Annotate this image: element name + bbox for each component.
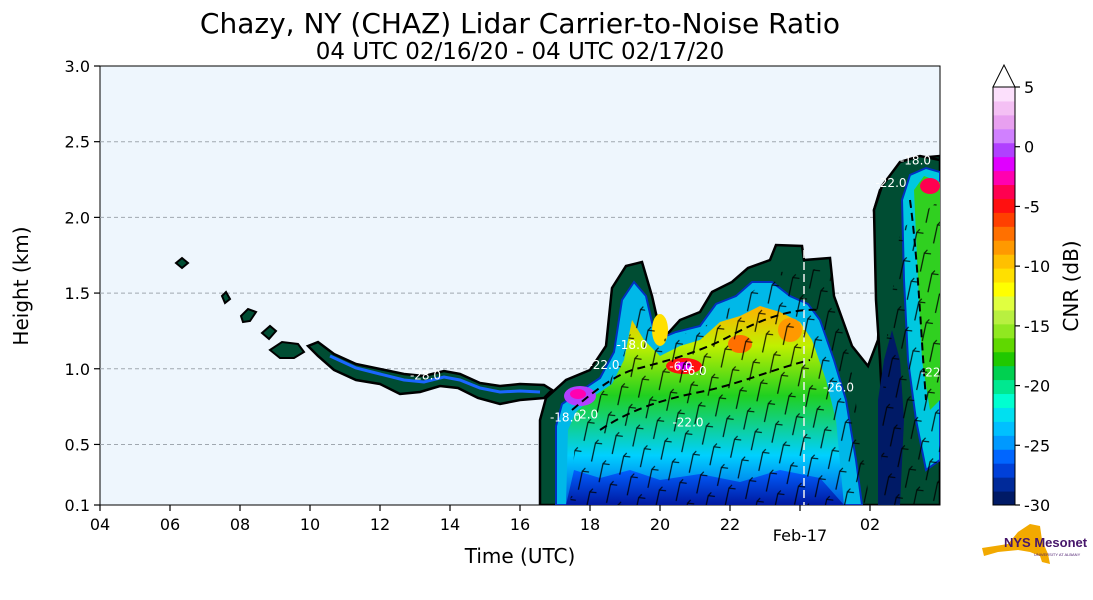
colorbar-tick-label: -15 <box>1024 317 1050 336</box>
aerosol-layer-core <box>329 354 541 394</box>
colorbar-segment <box>993 323 1015 339</box>
x-tick-label: 16 <box>510 515 530 534</box>
colorbar-tick-label: 5 <box>1024 78 1034 97</box>
x-tick-label: 02 <box>860 515 880 534</box>
colorbar-segment <box>993 282 1015 297</box>
colorbar-segment <box>993 379 1015 395</box>
y-tick-label: 3.0 <box>65 57 90 76</box>
colorbar-segment <box>993 87 1015 102</box>
colorbar-segment <box>993 393 1015 408</box>
x-tick-label: 12 <box>370 515 390 534</box>
colorbar-segment <box>993 240 1015 255</box>
chart-subtitle: 04 UTC 02/16/20 - 04 UTC 02/17/20 <box>316 39 725 65</box>
wind-barbs <box>570 268 870 505</box>
echo-blob <box>174 256 190 270</box>
colorbar-tick-label: -10 <box>1024 257 1050 276</box>
colorbar-segment <box>993 254 1015 269</box>
contour-label: -18.0 <box>616 338 647 352</box>
contour-label: -2.0 <box>575 408 598 422</box>
colorbar-extend-arrow <box>992 63 1016 88</box>
colorbar-segment <box>993 226 1015 241</box>
x-tick-label: 18 <box>580 515 600 534</box>
x-tick-label: 06 <box>160 515 180 534</box>
contour-label: -22.0 <box>875 176 906 190</box>
colorbar-segment <box>993 114 1015 130</box>
y-tick-label: 2.5 <box>65 133 90 152</box>
colorbar-segment <box>993 351 1015 367</box>
contour-label: -18.0 <box>550 411 581 425</box>
colorbar-frame <box>992 86 1016 506</box>
x-tick-label: 08 <box>230 515 250 534</box>
echo-blob <box>239 307 258 324</box>
colorbar-tick-label: -20 <box>1024 377 1050 396</box>
x-tick-label: Feb-17 <box>773 526 827 545</box>
colorbar-segment <box>993 463 1015 478</box>
contour-label: -22.0 <box>672 415 703 429</box>
colorbar-segment <box>993 491 1015 506</box>
wind-barbs <box>880 200 940 505</box>
colorbar-segment <box>993 449 1015 464</box>
colorbar-segment <box>993 477 1015 492</box>
y-axis: 0.1 0.5 1.0 1.5 2.0 2.5 3.0 <box>65 57 100 515</box>
x-axis: 04 06 08 10 12 14 16 18 20 22 Feb-17 02 <box>90 505 880 545</box>
contour-label: -6.0 <box>669 359 692 373</box>
y-tick-label: 1.0 <box>65 360 90 379</box>
hotspot <box>570 389 586 399</box>
x-tick-label: 10 <box>300 515 320 534</box>
colorbar-segment <box>993 170 1015 186</box>
colorbar-label: CNR (dB) <box>1059 240 1083 331</box>
colorbar-segment <box>993 435 1015 450</box>
logo-subtext: UNIVERSITY AT ALBANY <box>1034 552 1081 557</box>
contour-label: -22.0 <box>921 365 952 379</box>
y-tick-label: 0.1 <box>65 496 90 515</box>
echo-blob <box>220 290 232 305</box>
ny-state-shape-icon <box>982 524 1050 564</box>
contour-labels: -28.0-18.0-2.0-22.0-18.0-6.0-6.0-22.0-26… <box>410 153 952 429</box>
x-tick-label: 22 <box>720 515 740 534</box>
echo-blob <box>260 324 278 341</box>
y-tick-label: 1.5 <box>65 284 90 303</box>
colorbar-tick-label: 0 <box>1024 138 1034 157</box>
x-tick-label: 14 <box>440 515 460 534</box>
contour-label: -18.0 <box>900 153 931 167</box>
colorbar-ticks: 5 0 -5 -10 -15 -20 -25 -30 <box>1015 78 1050 515</box>
colorbar-segment <box>993 421 1015 436</box>
x-axis-label: Time (UTC) <box>464 544 576 568</box>
colorbar-segment <box>993 128 1015 144</box>
contour-label: -22.0 <box>588 358 619 372</box>
colorbar-segment <box>993 365 1015 381</box>
cnr-field <box>174 154 940 505</box>
aerosol-layer <box>305 340 554 406</box>
colorbar-segment <box>993 184 1015 199</box>
colorbar <box>992 63 1016 506</box>
colorbar-segment <box>993 268 1015 283</box>
logo-text: NYS Mesonet <box>1004 535 1088 550</box>
colorbar-segment <box>993 296 1015 311</box>
colorbar-tick-label: -30 <box>1024 496 1050 515</box>
colorbar-segment <box>993 198 1015 213</box>
nys-mesonet-logo: NYS Mesonet UNIVERSITY AT ALBANY <box>982 524 1088 564</box>
colorbar-tick-label: -5 <box>1024 197 1040 216</box>
x-tick-label: 20 <box>650 515 670 534</box>
contour-label: -26.0 <box>823 380 854 394</box>
colorbar-segment <box>993 212 1015 227</box>
colorbar-segment <box>993 337 1015 353</box>
y-tick-label: 2.0 <box>65 208 90 227</box>
colorbar-segment <box>993 156 1015 172</box>
x-tick-label: 04 <box>90 515 110 534</box>
colorbar-segment <box>993 407 1015 422</box>
y-axis-label: Height (km) <box>9 226 33 345</box>
colorbar-segment <box>993 142 1015 158</box>
colorbar-segment <box>993 100 1015 116</box>
colorbar-tick-label: -25 <box>1024 436 1050 455</box>
y-tick-label: 0.5 <box>65 435 90 454</box>
chart-title: Chazy, NY (CHAZ) Lidar Carrier-to-Noise … <box>200 7 840 40</box>
colorbar-segment <box>993 309 1015 325</box>
echo-blob <box>268 340 306 359</box>
contour-label: -6.0 <box>683 364 706 378</box>
hotspot <box>920 178 940 194</box>
contour-label: -28.0 <box>410 368 441 382</box>
